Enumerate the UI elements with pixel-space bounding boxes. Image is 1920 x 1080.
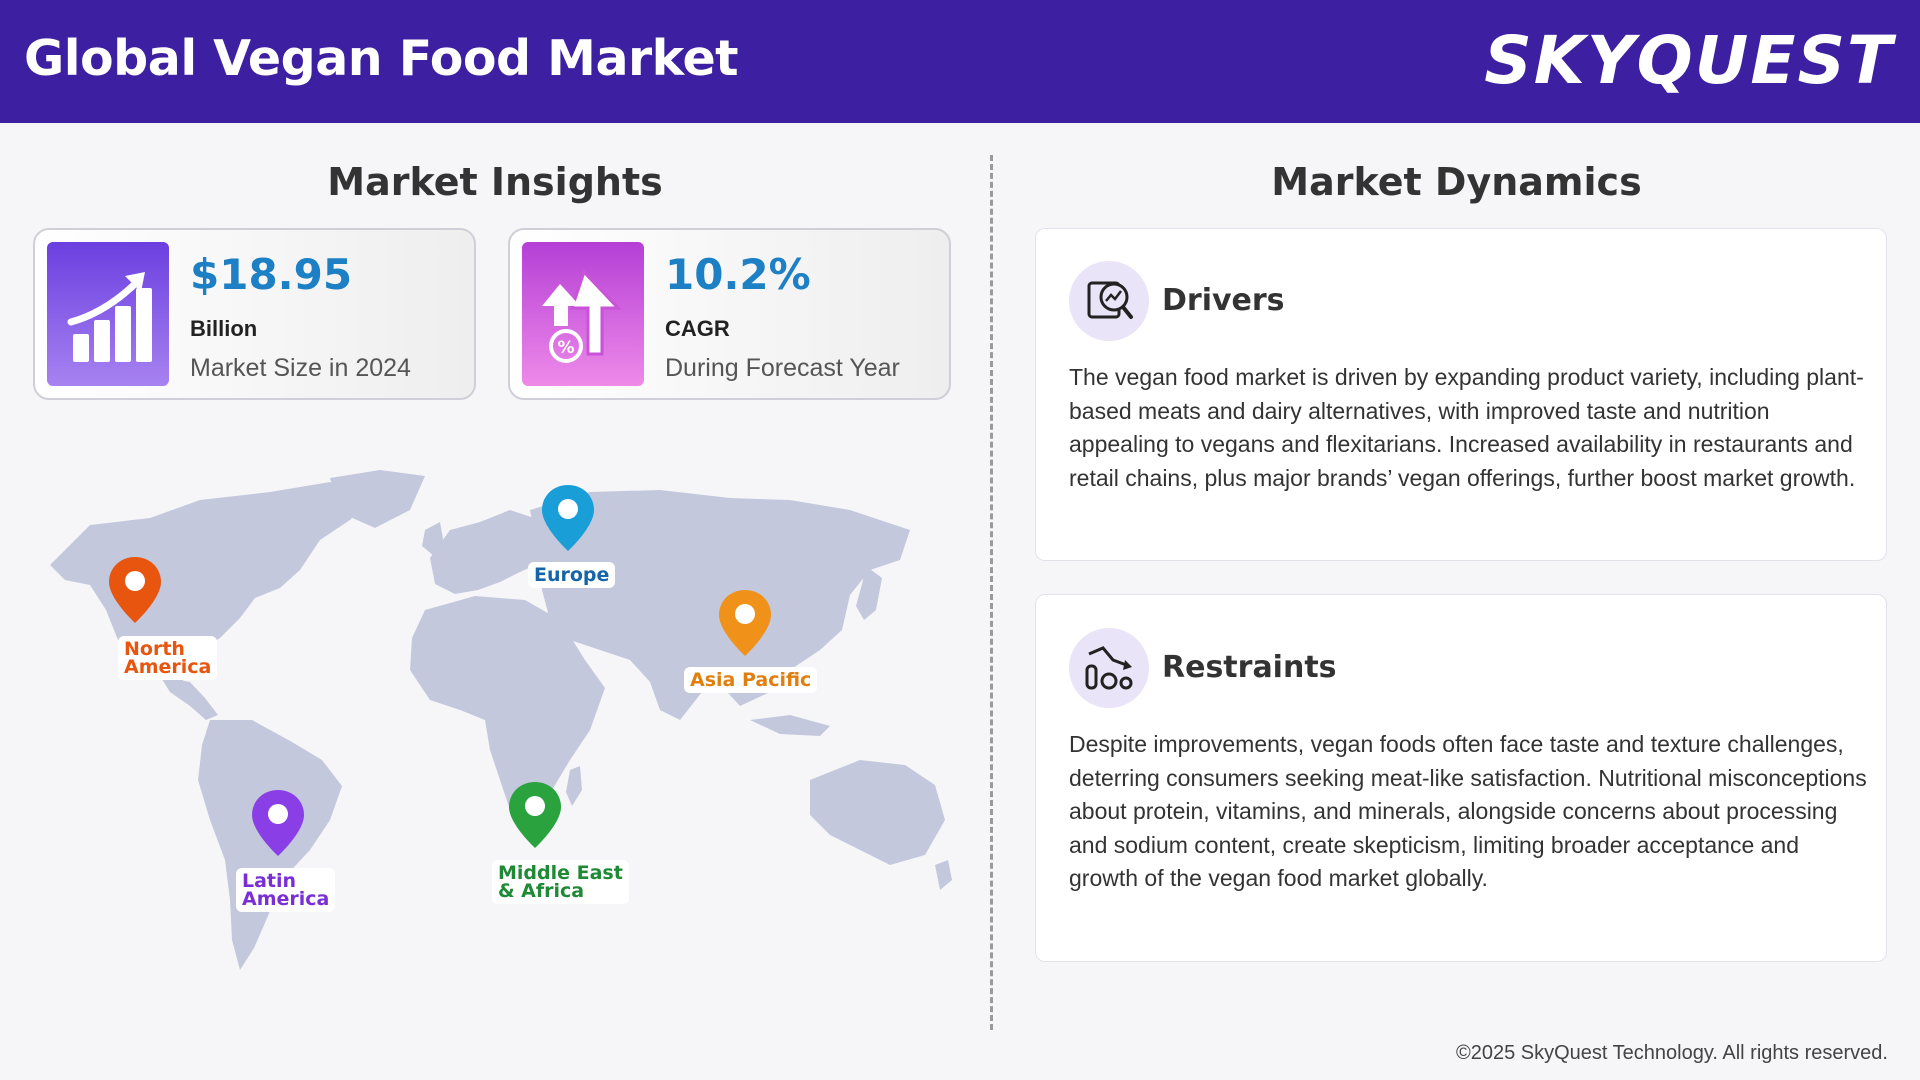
world-map: North America Europe Asia Pacific Latin … <box>30 470 960 1010</box>
copyright-notice: ©2025 SkyQuest Technology. All rights re… <box>1455 1042 1888 1064</box>
restraints-card: Restraints Despite improvements, vegan f… <box>1035 594 1887 962</box>
region-label-latin-america: Latin America <box>236 868 336 912</box>
cagr-card: % 10.2% CAGR During Forecast Year <box>508 228 951 400</box>
restraints-title: Restraints <box>1162 650 1337 685</box>
drivers-title: Drivers <box>1162 283 1285 318</box>
world-map-shapes <box>50 470 952 970</box>
region-label-asia-pacific: Asia Pacific <box>684 667 818 693</box>
map-pin-icon-europe <box>542 485 594 551</box>
market-insights-title: Market Insights <box>327 160 663 204</box>
brand-logo: SKYQUEST <box>1484 22 1894 99</box>
drivers-card: Drivers The vegan food market is driven … <box>1035 228 1887 561</box>
region-label-europe: Europe <box>528 562 616 588</box>
market-size-description: Market Size in 2024 <box>190 354 411 382</box>
map-pin-icon-middle-east-africa <box>509 782 561 848</box>
map-pin-icon-latin-america <box>252 790 304 856</box>
region-label-north-america: North America <box>118 636 218 680</box>
map-pin-icon-north-america <box>109 557 161 623</box>
bar-growth-icon <box>47 242 169 386</box>
cagr-description: During Forecast Year <box>665 354 900 382</box>
header-bar: Global Vegan Food Market SKYQUEST <box>0 0 1920 123</box>
page-title: Global Vegan Food Market <box>24 30 739 87</box>
section-divider <box>990 155 993 1030</box>
market-size-card: $18.95 Billion Market Size in 2024 <box>33 228 476 400</box>
region-label-middle-east-africa: Middle East & Africa <box>492 860 629 904</box>
declining-chart-icon <box>1069 628 1149 708</box>
market-size-unit: Billion <box>190 316 258 341</box>
restraints-text: Despite improvements, vegan foods often … <box>1069 731 1867 891</box>
cagr-unit: CAGR <box>665 316 730 341</box>
market-size-value: $18.95 <box>190 250 353 299</box>
chart-search-icon <box>1069 261 1149 341</box>
drivers-text: The vegan food market is driven by expan… <box>1069 364 1864 491</box>
map-pin-icon-asia-pacific <box>719 590 771 656</box>
cagr-value: 10.2% <box>665 250 811 299</box>
market-dynamics-title: Market Dynamics <box>1271 160 1642 204</box>
percent-arrows-up-icon: % <box>522 242 644 386</box>
svg-text:%: % <box>557 338 574 358</box>
